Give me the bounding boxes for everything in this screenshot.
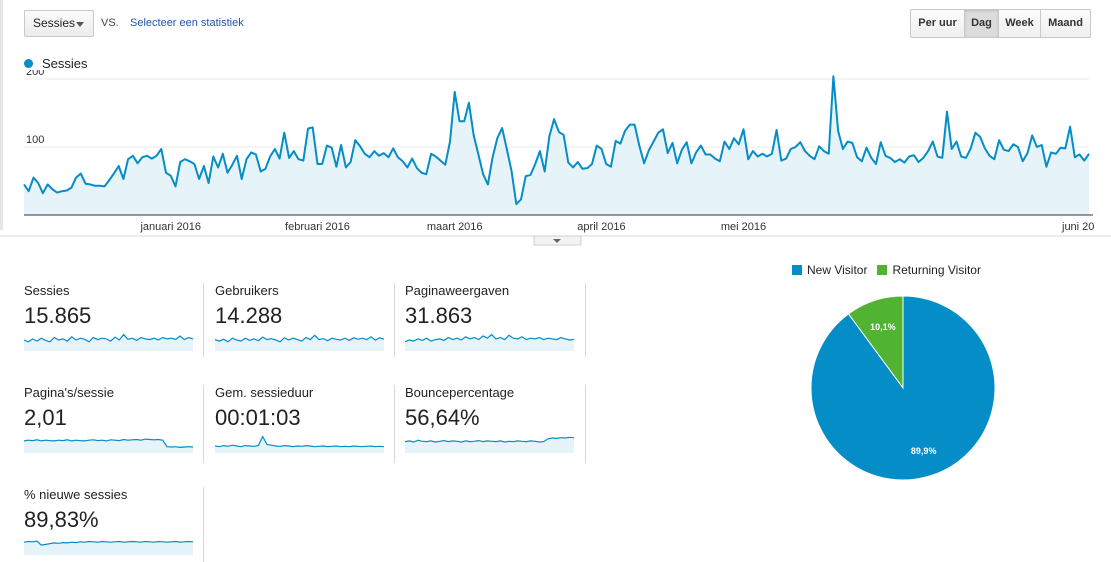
metric-value: 31.863 (405, 303, 473, 328)
metric-name: Pagina's/sessie (24, 385, 114, 400)
metric-value: 14.288 (215, 303, 283, 328)
metric-sparkline (24, 438, 194, 453)
sparkline-line (24, 540, 194, 546)
metric-name: % nieuwe sessies (24, 487, 128, 502)
metric-sparkline (215, 334, 385, 351)
sparkline-line (215, 435, 385, 448)
visitor-type-pie-chart: 10,1% 89,9% (810, 295, 996, 481)
pie-legend-item-new[interactable]: New Visitor (792, 263, 867, 277)
sparkline-area (215, 335, 384, 351)
metric-name: Paginaweergaven (405, 283, 510, 298)
tile-divider (203, 487, 204, 562)
pie-slice-label: 89,9% (911, 446, 937, 456)
metric-value: 56,64% (405, 405, 480, 430)
metric-name: Gem. sessieduur (215, 385, 314, 400)
sparkline-area (215, 436, 384, 453)
x-tick-label: februari 2016 (285, 221, 350, 233)
sparkline-area (24, 439, 193, 453)
sparkline-line (24, 438, 194, 449)
tile-divider (394, 385, 395, 463)
y-tick-label: 200 (26, 70, 44, 78)
left-edge-rule (0, 0, 3, 230)
pie-legend-item-returning[interactable]: Returning Visitor (877, 263, 981, 277)
chart-legend: Sessies (24, 56, 88, 71)
pie-legend: New Visitor Returning Visitor (792, 263, 991, 277)
x-tick-label: januari 2016 (139, 221, 201, 233)
legend-series-label: Sessies (42, 56, 88, 71)
x-tick-label: juni 20 (1061, 221, 1094, 233)
sessions-line-chart: 200 100 januari 2016 februari 2016 maart 201… (0, 70, 1111, 246)
chart-collapse-handle[interactable] (533, 235, 582, 246)
tile-divider (585, 283, 586, 357)
returning-visitor-swatch-icon (877, 265, 888, 275)
pie-legend-label: Returning Visitor (892, 263, 981, 277)
metric-sparkline (405, 436, 575, 453)
metric-value: 89,83% (24, 507, 99, 532)
pie-slice-new-visitor[interactable] (810, 295, 996, 481)
period-week-button[interactable]: Week (998, 9, 1041, 38)
sparkline-line (405, 436, 575, 443)
sparkline-line (405, 333, 575, 343)
metric-sparkline (24, 540, 194, 555)
tile-divider (585, 385, 586, 463)
x-tick-label: mei 2016 (721, 221, 766, 233)
metric-value: 2,01 (24, 405, 67, 430)
tile-divider (394, 283, 395, 357)
new-visitor-swatch-icon (792, 265, 802, 275)
y-tick-label: 100 (26, 134, 44, 146)
sessions-area (24, 76, 1089, 215)
caret-down-icon (553, 239, 561, 243)
period-day-button[interactable]: Dag (964, 9, 999, 38)
metric-value: 15.865 (24, 303, 92, 328)
metric-value: 00:01:03 (215, 405, 301, 430)
period-month-button[interactable]: Maand (1040, 9, 1091, 38)
sessions-line (23, 75, 1090, 206)
vs-label: VS. (101, 17, 119, 29)
sparkline-area (24, 334, 193, 351)
sparkline-area (24, 541, 193, 555)
period-toggle-group: Per uur Dag Week Maand (910, 9, 1091, 38)
period-hourly-button[interactable]: Per uur (910, 9, 965, 38)
series-dot-icon (24, 59, 33, 68)
tile-divider (203, 385, 204, 463)
sparkline-line (215, 334, 385, 343)
metric-select[interactable]: Sessies (24, 10, 94, 37)
metric-sparkline (215, 435, 385, 453)
tile-divider (203, 283, 204, 357)
pie-slice-label: 10,1% (870, 322, 896, 332)
metric-name: Sessies (24, 283, 70, 298)
metric-sparkline (24, 333, 194, 351)
x-tick-label: april 2016 (577, 221, 625, 233)
x-tick-label: maart 2016 (427, 221, 483, 233)
sparkline-area (405, 437, 574, 453)
caret-down-icon (76, 22, 84, 27)
metric-sparkline (405, 333, 575, 351)
metric-name: Bouncepercentage (405, 385, 515, 400)
metric-name: Gebruikers (215, 283, 279, 298)
metric-select-label: Sessies (33, 16, 76, 30)
pie-legend-label: New Visitor (807, 263, 868, 277)
select-metric-link[interactable]: Selecteer een statistiek (130, 17, 244, 29)
sparkline-line (24, 333, 194, 343)
